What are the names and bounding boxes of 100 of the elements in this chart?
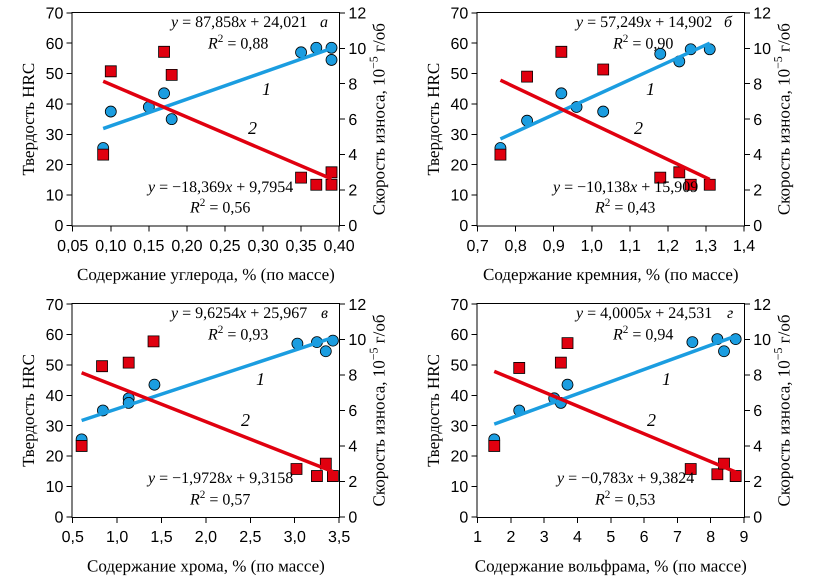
point (326, 178, 338, 191)
y-tick-label: 70 (450, 296, 468, 314)
y-tick-label: 10 (450, 479, 468, 496)
point (320, 345, 332, 358)
point (166, 113, 178, 126)
annotation: в (321, 305, 328, 322)
x-tick-label: 1,4 (732, 238, 756, 255)
annotation: y = −18,369x + 9,7954 (146, 179, 294, 196)
x-tick-label: 1,3 (694, 238, 718, 255)
x-tick-label: 0,20 (171, 238, 203, 255)
y2-tick-label: 0 (348, 509, 358, 526)
x-tick-label: 0,15 (133, 238, 165, 255)
y-tick-label: 0 (54, 218, 64, 236)
annotation: y = 9,6254x + 25,967 (169, 305, 308, 322)
x-tick-label: 8 (706, 529, 716, 546)
point (311, 470, 323, 482)
y-tick-label: 70 (450, 5, 468, 22)
point (166, 68, 178, 81)
x-axis-title: Содержание углерода, % (по массе) (77, 265, 335, 284)
y-tick-label: 0 (54, 509, 64, 526)
x-tick-label: 0,7 (466, 238, 489, 255)
point (521, 70, 533, 83)
annotation: R$^{2}$ = 0,94 (612, 324, 674, 344)
point (326, 54, 338, 66)
y-tick-label: 60 (46, 36, 64, 53)
x-tick-label: 1,2 (656, 238, 680, 255)
point (494, 148, 506, 161)
annotation: R$^{2}$ = 0,56 (189, 197, 250, 217)
y2-tick-label: 6 (348, 403, 358, 420)
y2-tick-label: 12 (348, 296, 366, 314)
point (704, 178, 716, 191)
y2-tick-label: 6 (753, 403, 762, 420)
point (513, 362, 526, 374)
y-tick-label: 20 (46, 448, 64, 466)
y2-tick-label: 4 (753, 147, 762, 164)
annotation: R$^{2}$ = 0,53 (594, 489, 656, 509)
annotation: R$^{2}$ = 0,57 (189, 489, 250, 509)
y-tick-label: 60 (46, 327, 64, 344)
y2-tick-label: 6 (753, 112, 762, 129)
y2-tick-label: 4 (348, 147, 358, 164)
y-tick-label: 50 (450, 358, 468, 375)
y-tick-label: 20 (46, 157, 64, 174)
y2-tick-label: 2 (348, 182, 358, 200)
point (295, 46, 307, 58)
y-tick-label: 0 (459, 509, 468, 526)
y2-tick-label: 10 (348, 332, 366, 350)
y2-tick-label: 0 (753, 218, 762, 236)
y-axis-title: Твердость HRC (19, 62, 38, 176)
y-axis-title: Твердость HRC (424, 62, 444, 176)
y-tick-label: 10 (46, 479, 64, 496)
point (555, 46, 568, 58)
x-tick-label: 0,05 (57, 238, 88, 255)
point (310, 178, 322, 191)
point (295, 172, 307, 184)
x-tick-label: 7 (672, 529, 682, 546)
x-axis-title: Содержание вольфрама, % (по массе) (474, 556, 747, 576)
series-label: 2 (634, 118, 643, 138)
y2-tick-label: 2 (348, 474, 358, 491)
annotation: б (724, 14, 733, 31)
x-tick-label: 0,25 (209, 238, 241, 255)
point (97, 148, 110, 161)
x-tick-label: 1,5 (150, 529, 173, 546)
point (488, 440, 500, 452)
point (562, 378, 574, 391)
annotation: г (727, 305, 734, 322)
series-label: 1 (262, 79, 271, 99)
y2-tick-label: 8 (348, 368, 358, 385)
point (686, 336, 698, 348)
annotation: а (320, 14, 328, 31)
y2-tick-label: 4 (753, 438, 762, 456)
y-tick-label: 40 (46, 96, 64, 114)
point (597, 64, 610, 76)
x-tick-label: 3,0 (284, 529, 306, 546)
y-tick-label: 10 (46, 188, 64, 205)
x-tick-label: 1,0 (580, 238, 603, 255)
x-tick-label: 0,30 (247, 238, 279, 255)
y-tick-label: 40 (450, 388, 468, 405)
point (704, 43, 716, 56)
point (158, 87, 170, 100)
y2-tick-label: 8 (753, 76, 762, 94)
x-tick-label: 1 (473, 529, 482, 546)
y2-tick-label: 6 (348, 112, 358, 129)
y-tick-label: 60 (450, 36, 468, 53)
y-tick-label: 70 (46, 5, 64, 22)
point (327, 470, 339, 482)
y-tick-label: 50 (46, 358, 64, 375)
annotation: R$^{2}$ = 0,93 (207, 324, 268, 344)
y2-tick-label: 0 (348, 218, 358, 236)
y-tick-label: 50 (46, 66, 64, 84)
y-tick-label: 50 (450, 66, 468, 84)
y-axis-title: Твердость HRC (19, 354, 38, 467)
y-tick-label: 40 (46, 388, 64, 405)
y2-tick-label: 0 (753, 509, 762, 526)
x-tick-label: 9 (740, 529, 749, 546)
y-tick-label: 20 (450, 448, 468, 466)
point (148, 378, 160, 391)
x-tick-label: 2,5 (239, 529, 262, 546)
annotation: y = 4,0005x + 24,531 (574, 305, 712, 322)
series-label: 1 (646, 79, 655, 99)
x-tick-label: 0,5 (62, 529, 84, 546)
